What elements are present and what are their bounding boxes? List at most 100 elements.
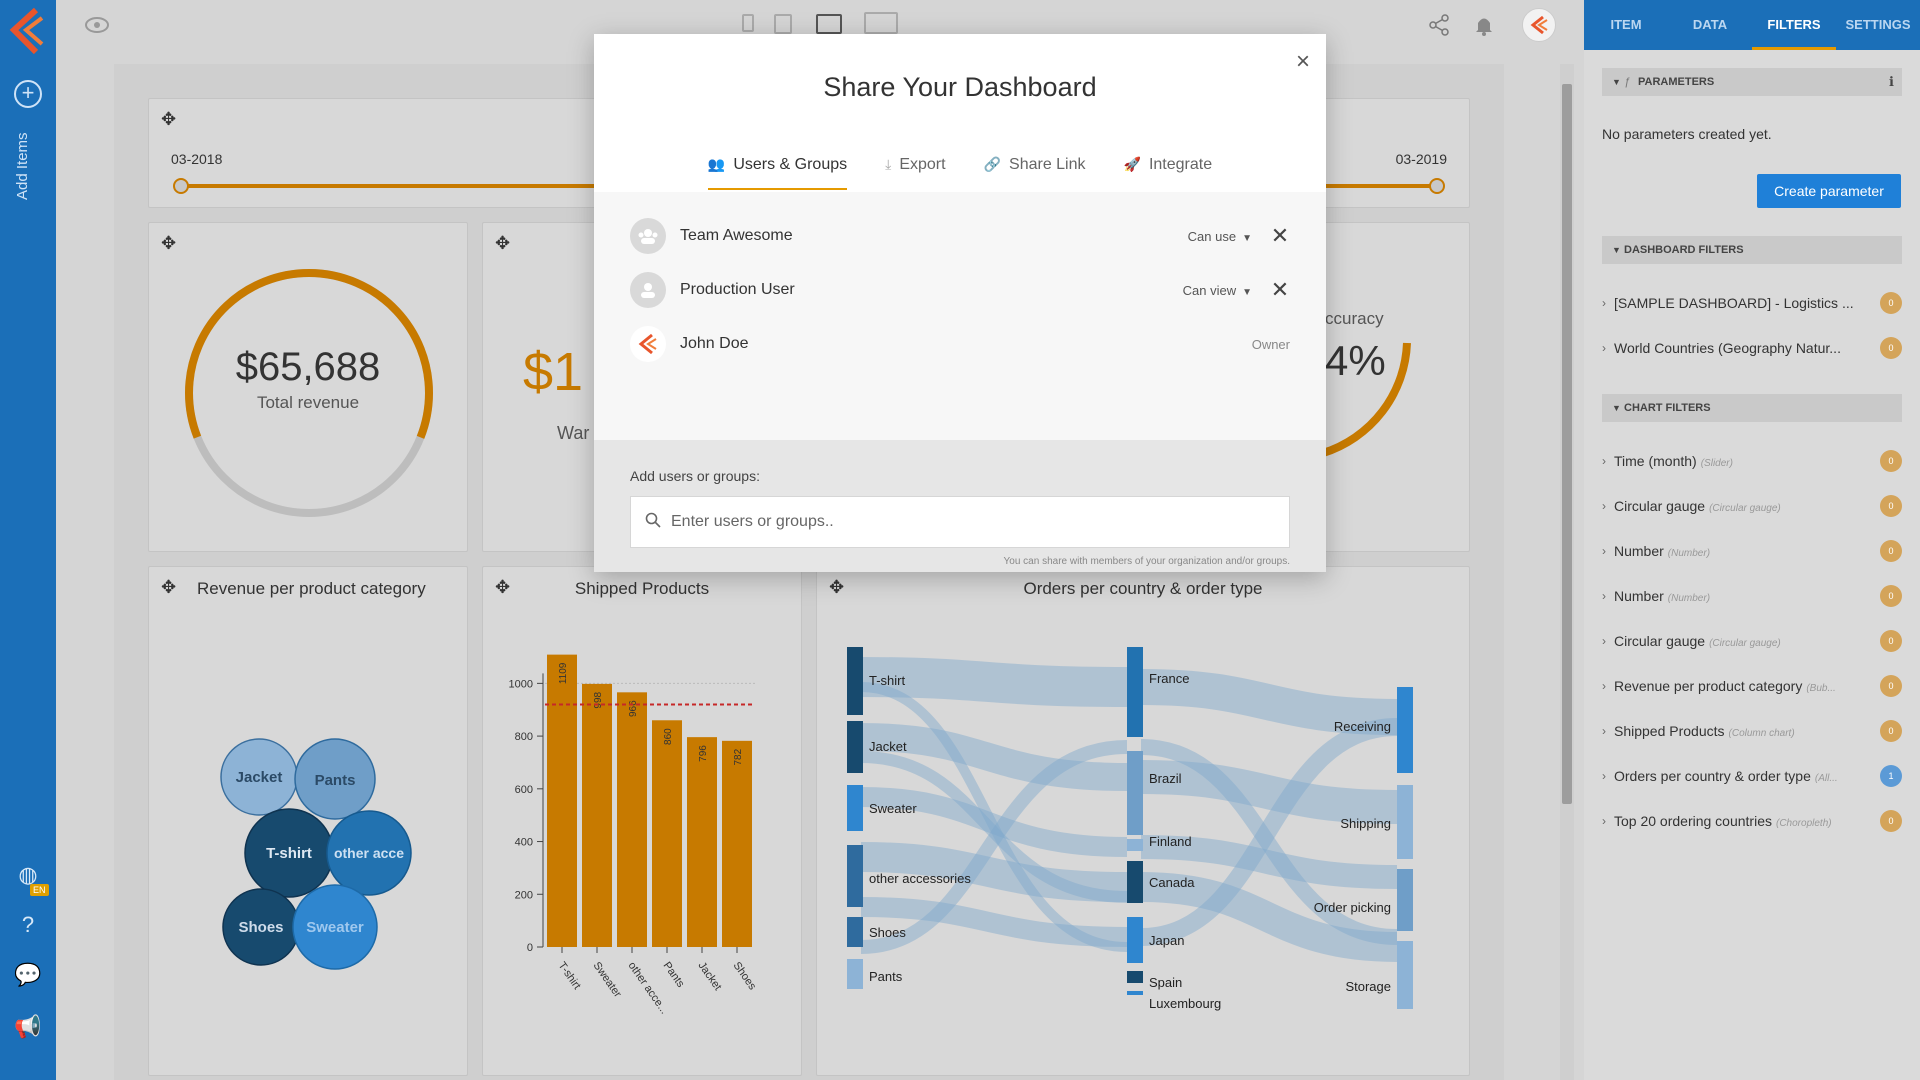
tab-integrate[interactable]: 🚀 Integrate bbox=[1124, 152, 1213, 192]
filter-type: (Number) bbox=[1667, 548, 1711, 559]
tab-share-link[interactable]: 🔗 Share Link bbox=[984, 152, 1086, 192]
user-search-box[interactable] bbox=[630, 496, 1290, 548]
filter-count-badge: 0 bbox=[1880, 450, 1902, 472]
sankey-mid-label: Brazil bbox=[1149, 771, 1182, 786]
add-items-icon[interactable]: + bbox=[14, 80, 42, 108]
scrollbar-thumb[interactable] bbox=[1562, 84, 1572, 804]
dashboard-filter-row[interactable]: › [SAMPLE DASHBOARD] - Logistics ... 0 bbox=[1602, 288, 1902, 318]
move-handle-icon[interactable]: ✥ bbox=[161, 109, 177, 129]
wide-view-icon[interactable] bbox=[864, 12, 898, 34]
tab-export[interactable]: ⤓ Export bbox=[885, 152, 945, 192]
announcement-icon[interactable]: 📢 bbox=[14, 1014, 42, 1039]
move-handle-icon[interactable]: ✥ bbox=[495, 233, 511, 253]
chart-filter-row[interactable]: › Shipped Products (Column chart) 0 bbox=[1602, 716, 1902, 746]
globe-icon[interactable]: ◍ bbox=[18, 862, 38, 887]
download-icon: ⤓ bbox=[885, 156, 892, 172]
group-avatar-icon bbox=[630, 218, 666, 254]
preview-eye-icon[interactable] bbox=[84, 14, 110, 36]
bubble-chart: Jacket Pants T-shirt other acce Shoes Sw… bbox=[220, 738, 412, 970]
dashboard-filter-row[interactable]: › World Countries (Geography Natur... 0 bbox=[1602, 333, 1902, 363]
share-icon[interactable] bbox=[1428, 14, 1450, 36]
tab-data[interactable]: DATA bbox=[1692, 17, 1728, 32]
sankey-left-label: Pants bbox=[869, 969, 903, 984]
slider-start-handle[interactable] bbox=[173, 178, 189, 194]
tab-settings[interactable]: SETTINGS bbox=[1845, 17, 1911, 32]
bar[interactable] bbox=[687, 737, 717, 947]
filter-name-wrap: Revenue per product category (Bub... bbox=[1614, 678, 1880, 694]
bar[interactable] bbox=[617, 692, 647, 947]
bar[interactable] bbox=[722, 740, 752, 947]
chart-filter-row[interactable]: › Circular gauge (Circular gauge) 0 bbox=[1602, 491, 1902, 521]
add-items-label[interactable]: Add Items bbox=[14, 132, 31, 200]
dashboard-filters-header[interactable]: ▼ DASHBOARD FILTERS bbox=[1602, 236, 1902, 264]
create-parameter-button[interactable]: Create parameter bbox=[1757, 174, 1901, 208]
caret-down-icon: ▼ bbox=[1242, 286, 1252, 298]
remove-user-icon[interactable]: ✕ bbox=[1270, 277, 1290, 302]
bar-value-label: 998 bbox=[593, 691, 604, 708]
modal-title: Share Your Dashboard bbox=[823, 72, 1097, 102]
chart-filter-row[interactable]: › Number (Number) 0 bbox=[1602, 536, 1902, 566]
tab-filters[interactable]: FILTERS bbox=[1752, 0, 1836, 50]
bubble-sweater[interactable] bbox=[292, 884, 378, 970]
desktop-view-icon[interactable] bbox=[816, 14, 842, 34]
chevron-right-icon: › bbox=[1602, 499, 1606, 513]
chart-filter-row[interactable]: › Circular gauge (Circular gauge) 0 bbox=[1602, 626, 1902, 656]
bar[interactable] bbox=[582, 683, 612, 947]
bar[interactable] bbox=[547, 654, 577, 947]
tab-users-groups[interactable]: 👥 Users & Groups bbox=[707, 152, 848, 190]
bar[interactable] bbox=[652, 720, 682, 947]
share-tabs: 👥 Users & Groups ⤓ Export 🔗 Share Link 🚀… bbox=[594, 152, 1326, 192]
section-title: PARAMETERS bbox=[1638, 76, 1715, 88]
move-handle-icon[interactable]: ✥ bbox=[161, 233, 177, 253]
mobile-view-icon[interactable] bbox=[742, 14, 754, 32]
remove-user-icon[interactable]: ✕ bbox=[1270, 223, 1290, 248]
move-handle-icon[interactable]: ✥ bbox=[495, 577, 511, 597]
parameters-section-header[interactable]: ▼ ƒ PARAMETERS ℹ bbox=[1602, 68, 1902, 96]
chart-filter-row[interactable]: › Revenue per product category (Bub... 0 bbox=[1602, 671, 1902, 701]
filter-type: (Bub... bbox=[1806, 683, 1836, 694]
move-handle-icon[interactable]: ✥ bbox=[161, 577, 177, 597]
close-icon[interactable]: × bbox=[1295, 48, 1310, 75]
chart-filters-header[interactable]: ▼ CHART FILTERS bbox=[1602, 394, 1902, 422]
filter-count-badge: 0 bbox=[1880, 495, 1902, 517]
bubble-other-accessories[interactable] bbox=[326, 810, 412, 896]
bar-value-label: 782 bbox=[733, 748, 744, 765]
help-icon[interactable]: ? bbox=[21, 912, 35, 937]
chart-filter-row[interactable]: › Top 20 ordering countries (Choropleth) 0 bbox=[1602, 806, 1902, 836]
column-chart-card: ✥ Shipped Products 1000 800 600 400 200 0 1109… bbox=[482, 566, 802, 1076]
tab-label: Integrate bbox=[1148, 156, 1213, 173]
sankey-right-label: Storage bbox=[1345, 979, 1391, 994]
revenue-value: $65,688 bbox=[235, 345, 381, 389]
chart-filter-row[interactable]: › Number (Number) 0 bbox=[1602, 581, 1902, 611]
filter-name-wrap: Circular gauge (Circular gauge) bbox=[1614, 498, 1880, 514]
accuracy-gauge-arc bbox=[1321, 342, 1411, 457]
user-row: Production User Can view ▼ ✕ bbox=[630, 270, 1290, 310]
app-logo-icon[interactable] bbox=[6, 6, 50, 56]
owner-logo-icon bbox=[630, 326, 666, 362]
bubble-label-tshirt: T-shirt bbox=[266, 845, 312, 862]
chevron-right-icon: › bbox=[1602, 724, 1606, 738]
bubble-pants[interactable] bbox=[294, 738, 376, 820]
canvas-scrollbar[interactable] bbox=[1560, 64, 1574, 1080]
permission-dropdown[interactable]: Can view ▼ bbox=[1183, 283, 1252, 298]
filter-name: Orders per country & order type bbox=[1614, 768, 1811, 784]
filter-name: Revenue per product category bbox=[1614, 678, 1803, 694]
no-parameters-text: No parameters created yet. bbox=[1602, 126, 1772, 142]
y-tick-label: 600 bbox=[515, 784, 533, 796]
permission-dropdown[interactable]: Can use ▼ bbox=[1188, 229, 1252, 244]
user-search-input[interactable] bbox=[671, 513, 1271, 531]
filter-name: Circular gauge bbox=[1614, 498, 1706, 514]
info-icon[interactable]: ℹ bbox=[1889, 74, 1894, 89]
sankey-left-label: Shoes bbox=[869, 925, 906, 940]
bubble-chart-title: Revenue per product category bbox=[197, 579, 426, 598]
user-avatar-icon bbox=[630, 272, 666, 308]
notification-bell-icon[interactable] bbox=[1474, 14, 1494, 36]
chat-icon[interactable]: 💬 bbox=[14, 962, 42, 987]
tablet-view-icon[interactable] bbox=[774, 14, 792, 34]
slider-end-handle[interactable] bbox=[1429, 178, 1445, 194]
move-handle-icon[interactable]: ✥ bbox=[829, 577, 845, 597]
user-avatar-icon[interactable] bbox=[1522, 8, 1556, 42]
tab-item[interactable]: ITEM bbox=[1610, 17, 1642, 32]
chart-filter-row[interactable]: › Time (month) (Slider) 0 bbox=[1602, 446, 1902, 476]
chart-filter-row[interactable]: › Orders per country & order type (All... 1 bbox=[1602, 761, 1902, 791]
